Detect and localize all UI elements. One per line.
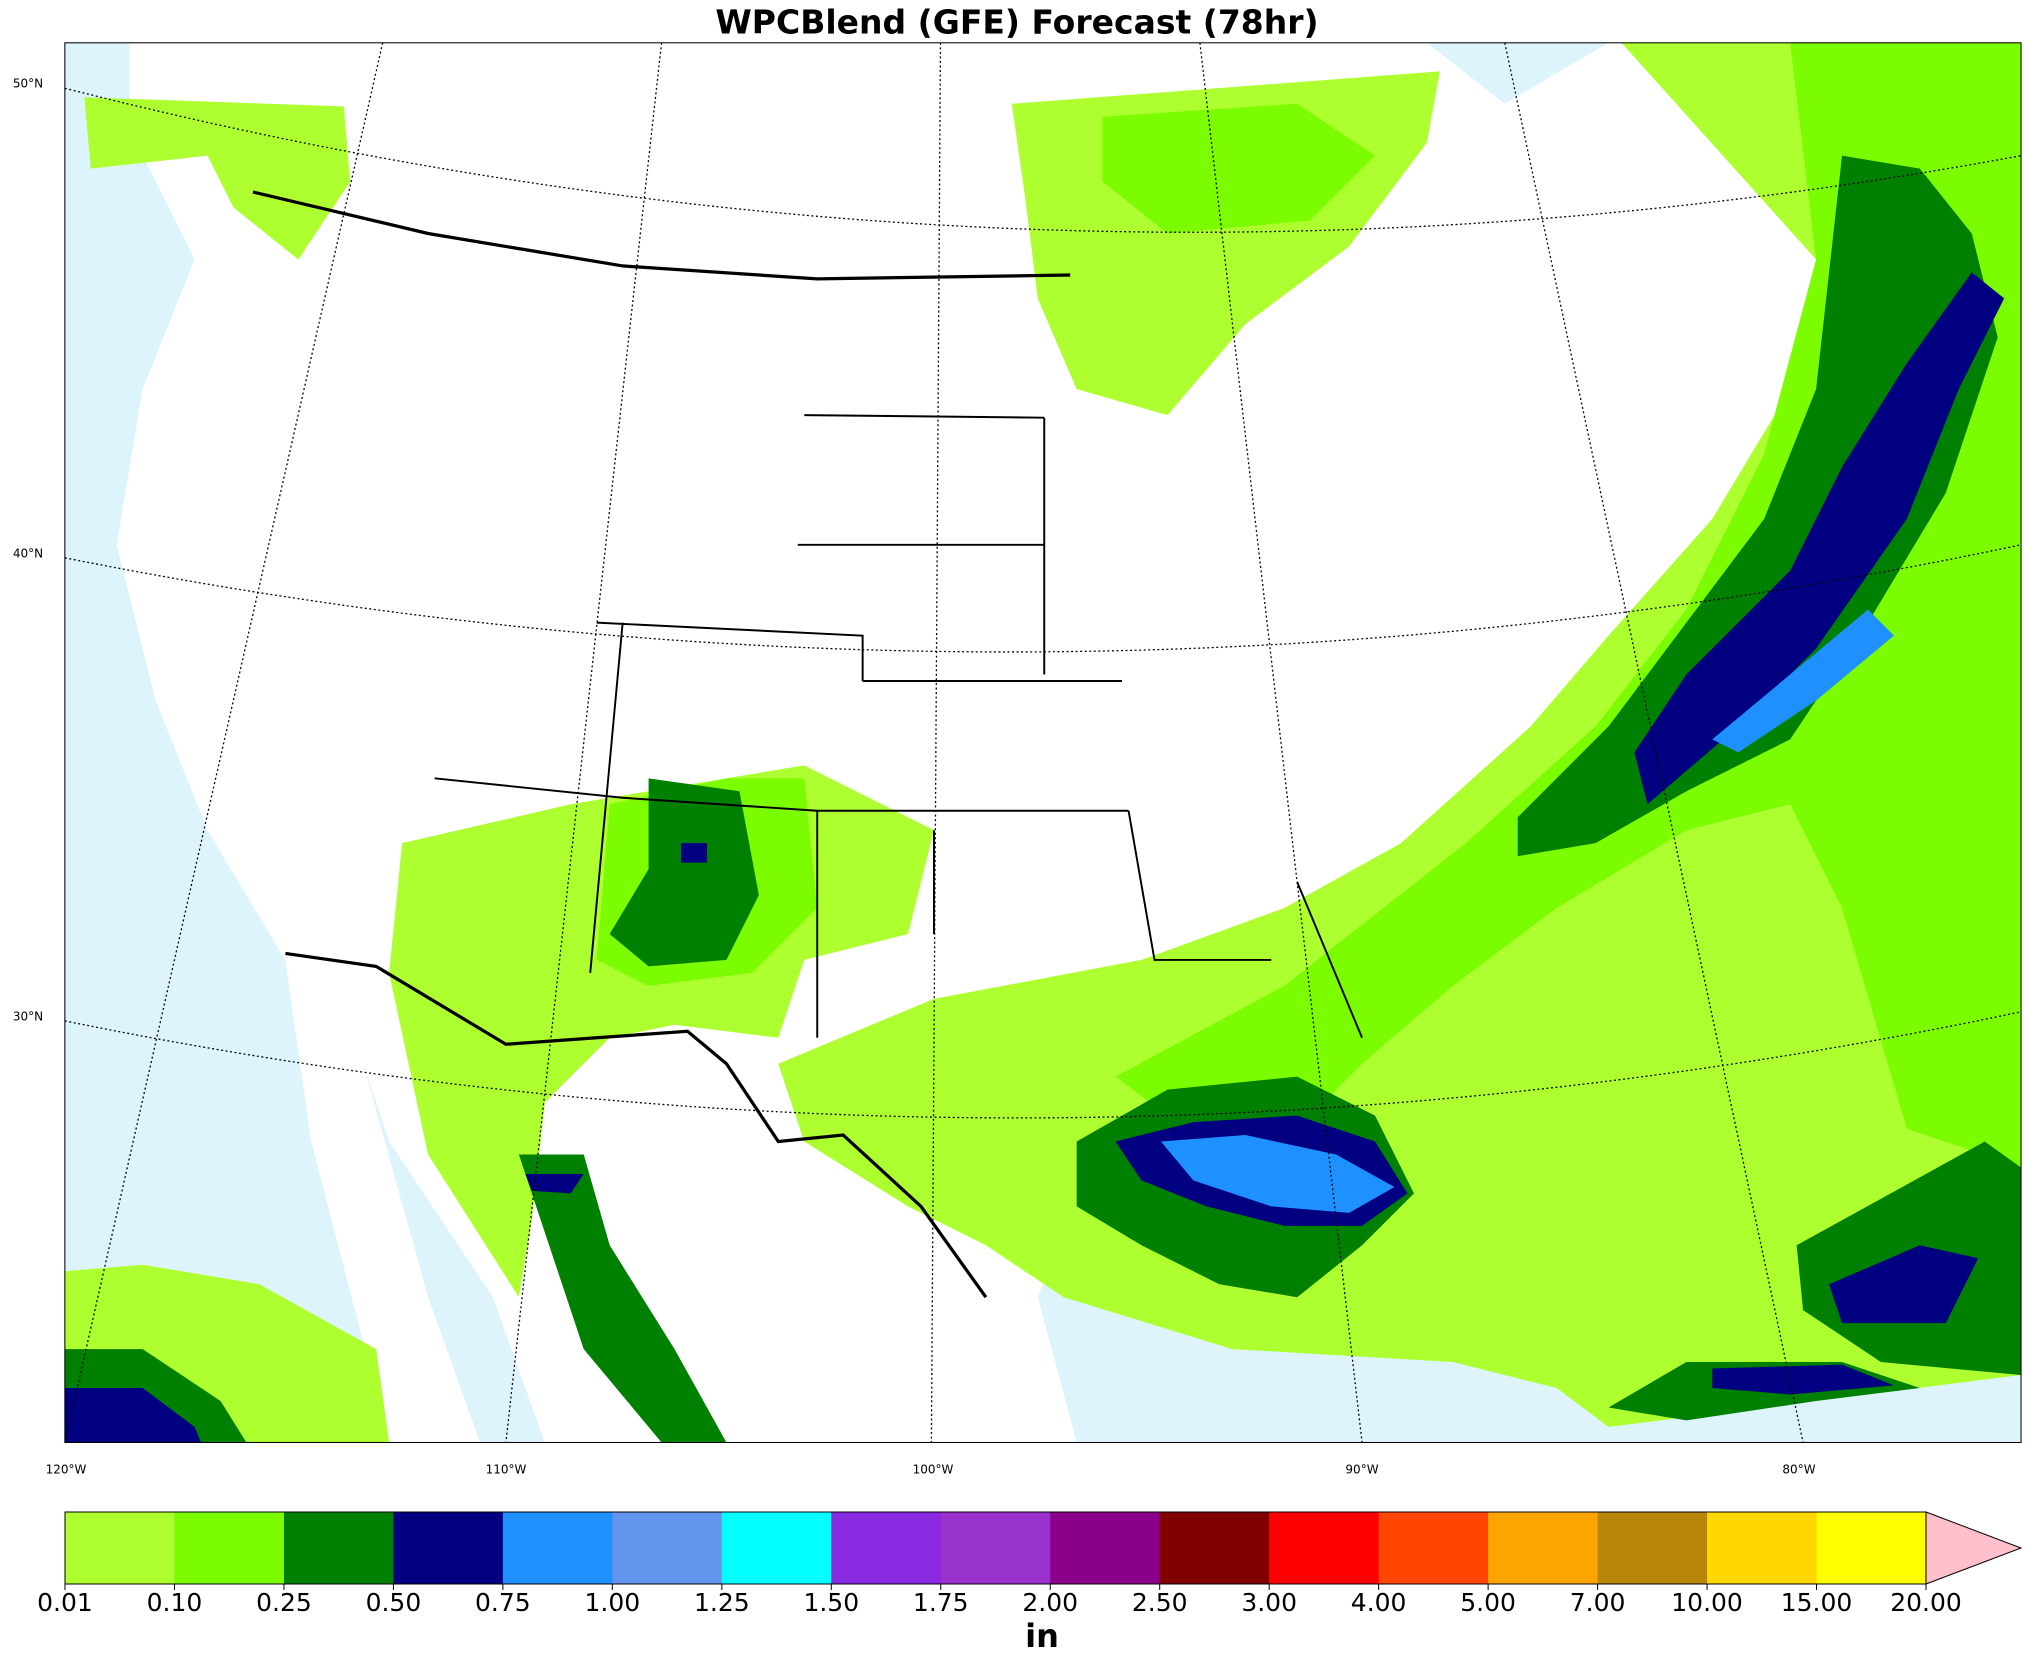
colorbar-tick-label: 0.50 [366, 1588, 422, 1617]
precip [64, 42, 2022, 1443]
colorbar-bin [502, 1512, 613, 1584]
colorbar-tick-label: 15.00 [1781, 1588, 1853, 1617]
lon-label: 90°W [1345, 1463, 1378, 1477]
land [116, 42, 2022, 1443]
colorbar-tick-label: 1.75 [913, 1588, 969, 1617]
colorbar-bin [1707, 1512, 1818, 1584]
graticule-labels: 50°N 40°N 30°N 120°W 110°W 100°W 90°W 80°W [13, 77, 1816, 1477]
lon-label: 110°W [486, 1463, 527, 1477]
lat-label: 30°N [13, 1010, 43, 1024]
colorbar-bin [174, 1512, 285, 1584]
colorbar-bin [831, 1512, 942, 1584]
colorbar-tick-label: 0.25 [256, 1588, 312, 1617]
lon-label: 100°W [913, 1463, 954, 1477]
colorbar-tick-label: 5.00 [1460, 1588, 1516, 1617]
colorbar-tick-label: 0.10 [147, 1588, 203, 1617]
colorbar-tick-label: 1.25 [694, 1588, 750, 1617]
colorbar-bin [283, 1512, 394, 1584]
title: WPCBlend (GFE) Forecast (78hr) [715, 3, 1318, 42]
colorbar-bin [1159, 1512, 1270, 1584]
colorbar-bin [1597, 1512, 1708, 1584]
colorbar-bin [1269, 1512, 1380, 1584]
colorbar-tick-label: 1.00 [585, 1588, 641, 1617]
colorbar-tick-label: 7.00 [1570, 1588, 1626, 1617]
lat-label: 40°N [13, 547, 43, 561]
colorbar-unit: in [1025, 1617, 1059, 1655]
graticule [64, 42, 2022, 1443]
colorbar-tick-label: 10.00 [1671, 1588, 1743, 1617]
lon-label: 80°W [1782, 1463, 1815, 1477]
colorbar-bin [1378, 1512, 1489, 1584]
colorbar-bin [1488, 1512, 1599, 1584]
colorbar-bin [393, 1512, 504, 1584]
colorbar-tick-label: 3.00 [1241, 1588, 1297, 1617]
colorbar-bin [1050, 1512, 1161, 1584]
colorbar-frame [64, 1511, 1927, 1585]
colorbar: 0.01 0.10 0.25 0.50 0.75 1.00 1.25 1.50 1.75 2.00… [37, 1511, 2023, 1655]
colorbar-extend [1925, 1511, 2023, 1585]
lon-label: 120°W [46, 1463, 87, 1477]
colorbar-tick-label: 20.00 [1890, 1588, 1962, 1617]
colorbar-tick-label: 1.50 [803, 1588, 859, 1617]
map [64, 42, 2022, 1444]
colorbar-bin [1816, 1512, 1927, 1584]
colorbar-bin [65, 1512, 175, 1584]
lat-label: 50°N [13, 77, 43, 91]
colorbar-tick-label: 2.00 [1022, 1588, 1078, 1617]
borders [252, 190, 1363, 1299]
colorbar-bin [721, 1512, 832, 1584]
colorbar-bin [940, 1512, 1051, 1584]
colorbar-bin [612, 1512, 723, 1584]
colorbar-tick-label: 0.75 [475, 1588, 531, 1617]
colorbar-tick-label: 4.00 [1351, 1588, 1407, 1617]
colorbar-tick-label: 0.01 [37, 1588, 93, 1617]
colorbar-tick-label: 2.50 [1132, 1588, 1188, 1617]
